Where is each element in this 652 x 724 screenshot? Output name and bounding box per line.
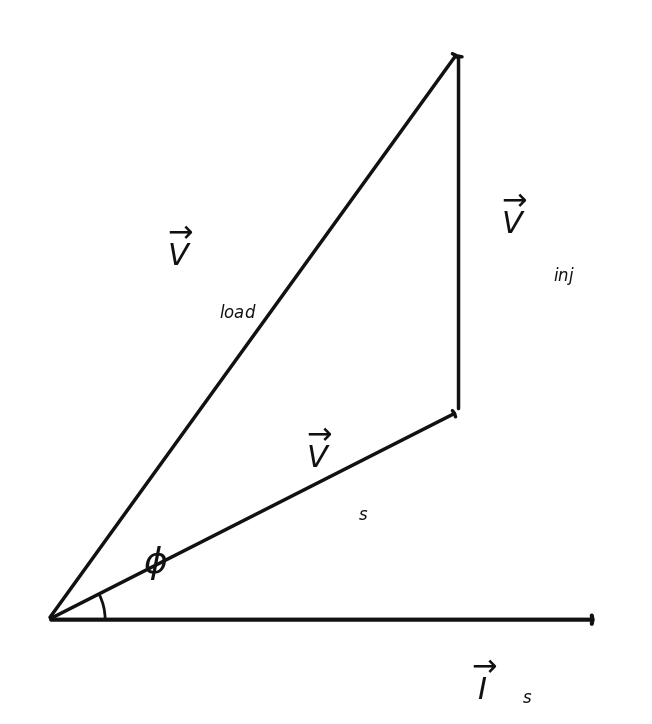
Text: $_{inj}$: $_{inj}$ — [553, 266, 575, 290]
Text: $_{s}$: $_{s}$ — [357, 500, 368, 523]
Text: $\phi$: $\phi$ — [143, 544, 168, 582]
Text: $\overrightarrow{V}$: $\overrightarrow{V}$ — [306, 432, 333, 474]
Text: $\overrightarrow{I}$: $\overrightarrow{I}$ — [472, 664, 496, 707]
Text: $_{s}$: $_{s}$ — [522, 683, 532, 706]
Text: $\overrightarrow{V}$: $\overrightarrow{V}$ — [167, 230, 194, 273]
Text: $\overrightarrow{V}$: $\overrightarrow{V}$ — [501, 198, 528, 241]
Text: $_{load}$: $_{load}$ — [218, 298, 256, 321]
